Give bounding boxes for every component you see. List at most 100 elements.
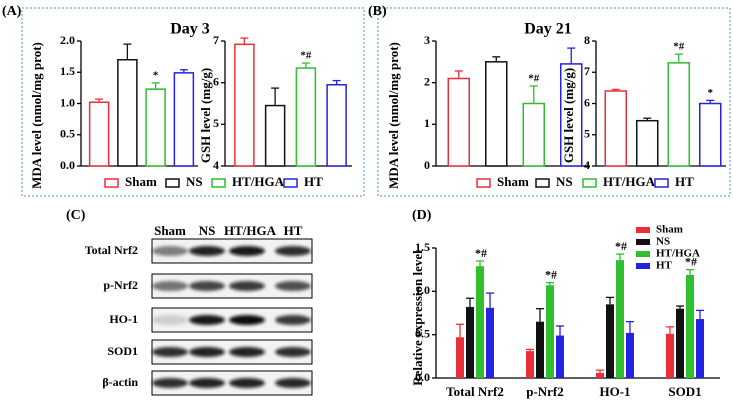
blot-band bbox=[152, 347, 188, 357]
y-tick-label: 1.5 bbox=[60, 64, 75, 78]
y-tick-label: 3 bbox=[424, 33, 430, 47]
blot-band bbox=[275, 347, 311, 357]
y-tick-label: 4 bbox=[584, 158, 590, 172]
bar bbox=[447, 77, 470, 167]
significance-mark: * bbox=[708, 87, 714, 99]
bar bbox=[173, 72, 195, 167]
blot-row-label: β-actin bbox=[102, 375, 138, 389]
legend-label: Sham bbox=[497, 174, 529, 189]
legend-swatch bbox=[104, 178, 119, 188]
bar bbox=[596, 372, 604, 378]
legend-label: Sham bbox=[656, 224, 683, 236]
y-tick-label: 5 bbox=[213, 116, 219, 130]
y-tick-label: 2 bbox=[424, 74, 430, 88]
chart-title: Day 3 bbox=[170, 21, 210, 38]
bar bbox=[145, 88, 166, 167]
legend-label: HT/HGA bbox=[603, 174, 656, 189]
y-tick-label: 4 bbox=[213, 158, 219, 172]
bar bbox=[526, 351, 534, 378]
legend-label: Sham bbox=[125, 174, 157, 189]
y-tick-label: 7 bbox=[213, 33, 219, 47]
blot-row-label: Total Nrf2 bbox=[85, 243, 138, 257]
bar bbox=[604, 90, 627, 167]
legend-label: HT/HGA bbox=[232, 174, 285, 189]
blot-column-label: HT/HGA bbox=[224, 223, 277, 238]
significance-mark: * bbox=[153, 69, 159, 81]
bar bbox=[295, 67, 317, 167]
bar bbox=[466, 306, 474, 378]
legend-swatch bbox=[636, 263, 650, 269]
blot-band bbox=[229, 378, 265, 388]
legend-swatch bbox=[654, 178, 669, 188]
bar bbox=[606, 304, 614, 378]
blot-band bbox=[189, 315, 225, 325]
bar bbox=[486, 307, 494, 378]
y-tick-label: 8 bbox=[584, 33, 590, 47]
bar bbox=[264, 104, 286, 167]
y-tick-label: 6 bbox=[213, 74, 219, 88]
legend-label: HT/HGA bbox=[656, 248, 700, 260]
y-axis-label: GSH level (mg/g) bbox=[198, 68, 213, 163]
legend-label: HT bbox=[675, 174, 694, 189]
legend-swatch bbox=[636, 227, 650, 233]
bar bbox=[666, 333, 674, 378]
blot-band bbox=[275, 315, 311, 325]
legend-swatch bbox=[211, 178, 226, 188]
legend-swatch bbox=[165, 178, 180, 188]
legend-swatch bbox=[535, 178, 550, 188]
blot-band bbox=[229, 281, 265, 291]
blot-band bbox=[229, 347, 265, 357]
legend-swatch bbox=[476, 178, 491, 188]
blot-row-label: p-Nrf2 bbox=[103, 278, 138, 292]
y-axis-label: GSH level (mg/g) bbox=[561, 68, 576, 163]
panel-label: (B) bbox=[368, 4, 387, 19]
significance-mark: *# bbox=[545, 267, 557, 281]
y-tick-label: 1.0 bbox=[60, 95, 75, 109]
x-tick-label: HO-1 bbox=[599, 384, 630, 399]
bar bbox=[485, 61, 508, 167]
blot-column-label: NS bbox=[199, 223, 216, 238]
bar bbox=[476, 266, 484, 378]
significance-mark: *# bbox=[300, 50, 312, 62]
blot-band bbox=[229, 315, 265, 325]
x-tick-label: p-Nrf2 bbox=[526, 384, 564, 399]
blot-band bbox=[275, 378, 311, 388]
y-tick-label: 0.5 bbox=[415, 326, 430, 340]
panel-label: (A) bbox=[2, 4, 22, 19]
y-tick-label: 5 bbox=[584, 127, 590, 141]
y-tick-label: 0.0 bbox=[415, 370, 430, 384]
bar bbox=[699, 102, 722, 167]
y-tick-label: 1.5 bbox=[415, 240, 430, 254]
panel-label: (C) bbox=[66, 208, 86, 223]
bar bbox=[326, 84, 347, 167]
blot-column-label: HT bbox=[284, 223, 303, 238]
significance-mark: *# bbox=[615, 239, 627, 253]
legend-label: HT bbox=[304, 174, 323, 189]
bar bbox=[234, 43, 255, 167]
significance-mark: *# bbox=[475, 246, 487, 260]
bar bbox=[636, 119, 659, 167]
y-tick-label: 7 bbox=[584, 64, 590, 78]
legend-swatch bbox=[582, 178, 597, 188]
y-axis-label: MDA level (nmol/mg prot) bbox=[386, 42, 401, 189]
bar bbox=[88, 101, 110, 167]
y-tick-label: 1 bbox=[424, 116, 430, 130]
significance-mark: *# bbox=[673, 41, 685, 53]
bar bbox=[536, 321, 544, 378]
x-tick-label: Total Nrf2 bbox=[446, 384, 504, 399]
bar bbox=[117, 59, 138, 167]
blot-band bbox=[229, 246, 265, 256]
blot-band bbox=[189, 347, 225, 357]
legend-label: NS bbox=[656, 236, 670, 248]
y-tick-label: 1.0 bbox=[415, 283, 430, 297]
blot-row-label: HO-1 bbox=[109, 312, 138, 326]
legend-label: HT bbox=[656, 260, 673, 272]
bar bbox=[626, 332, 634, 378]
legend-label: NS bbox=[556, 174, 573, 189]
legend-label: NS bbox=[186, 174, 203, 189]
y-axis-label: MDA level (nmol/mg prot) bbox=[29, 42, 44, 189]
y-tick-label: 0.5 bbox=[60, 127, 75, 141]
panel-frame bbox=[21, 7, 365, 197]
legend-swatch bbox=[283, 178, 298, 188]
